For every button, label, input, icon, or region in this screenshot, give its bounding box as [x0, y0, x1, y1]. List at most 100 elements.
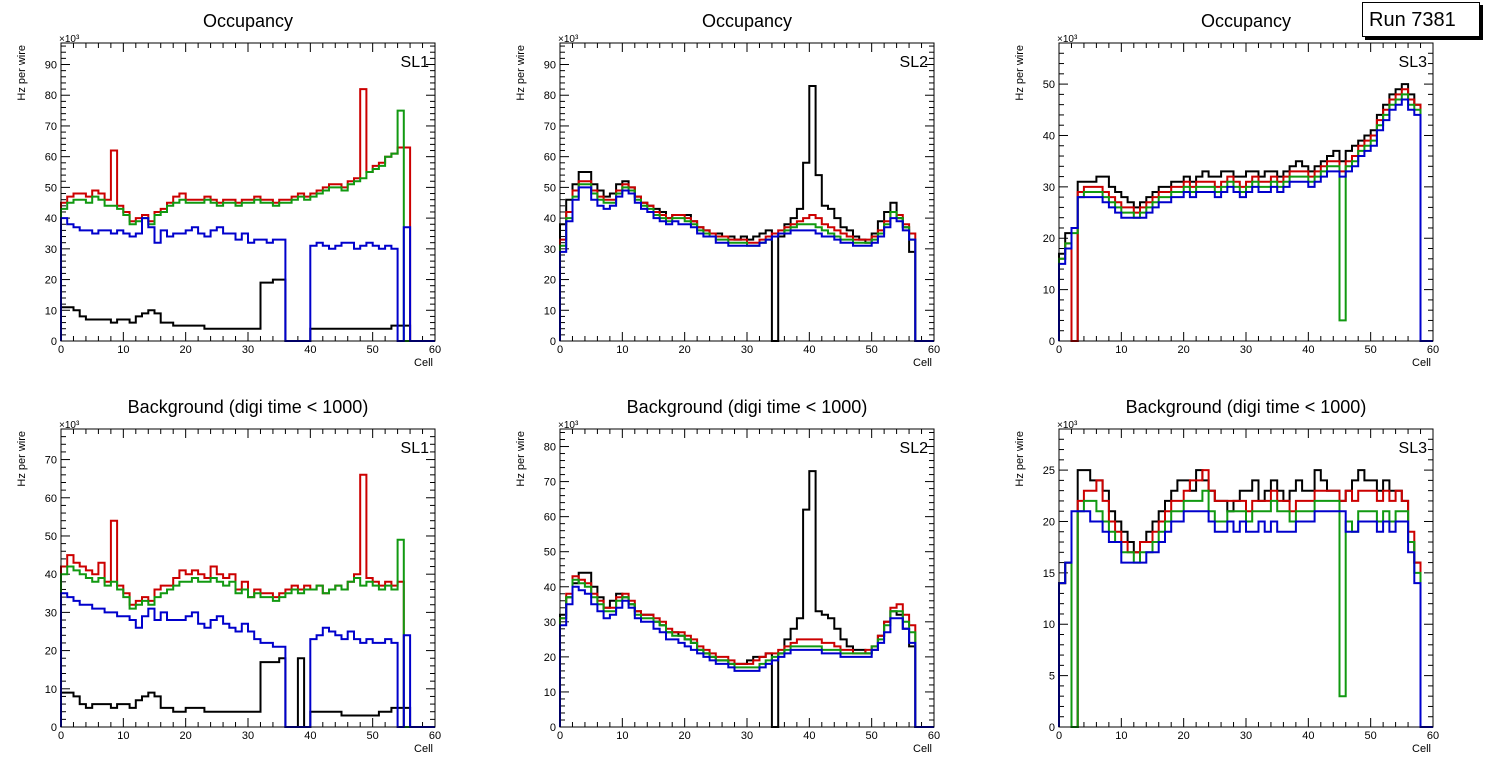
x-axis-label: Cell	[913, 743, 932, 755]
histogram-layer1-black	[1058, 469, 1433, 728]
superlayer-tag: SL3	[1399, 54, 1428, 71]
y-tick-label: 40	[1043, 130, 1055, 142]
y-tick-label: 10	[544, 305, 556, 317]
y-multiplier: ×10³	[1057, 34, 1078, 45]
plot-frame	[60, 42, 436, 342]
panel-4: Background (digi time < 1000) SL1 ×10³ Cell…	[16, 397, 441, 755]
x-tick-label: 40	[1302, 730, 1314, 742]
y-multiplier: ×10³	[59, 34, 80, 45]
x-tick-label: 0	[1056, 730, 1062, 742]
x-tick-label: 20	[679, 344, 691, 356]
y-tick-label: 0	[1049, 722, 1055, 734]
panel-6: Background (digi time < 1000) SL3 ×10³ Cell…	[1014, 397, 1439, 755]
x-tick-label: 30	[741, 730, 753, 742]
x-tick-label: 40	[803, 730, 815, 742]
y-multiplier: ×10³	[59, 420, 80, 431]
x-tick-label: 10	[1115, 730, 1127, 742]
histogram-layer4-blue	[60, 217, 435, 342]
y-tick-label: 40	[45, 213, 57, 225]
histogram-layer2-red	[1058, 469, 1433, 728]
y-tick-label: 30	[1043, 182, 1055, 194]
y-tick-label: 40	[45, 569, 57, 581]
y-tick-label: 50	[544, 182, 556, 194]
y-tick-label: 0	[51, 336, 57, 348]
y-tick-label: 50	[45, 531, 57, 543]
y-tick-label: 80	[544, 90, 556, 102]
y-axis-label: Hz per wire	[515, 431, 527, 487]
superlayer-tag: SL1	[401, 54, 430, 71]
histogram-layer4-blue	[1058, 98, 1433, 342]
histogram-layer3-green	[60, 538, 435, 728]
x-tick-label: 20	[679, 730, 691, 742]
plot-frame	[559, 42, 935, 342]
y-tick-label: 70	[45, 455, 57, 467]
y-tick-label: 80	[544, 442, 556, 454]
y-tick-label: 0	[550, 722, 556, 734]
x-tick-label: 50	[1365, 730, 1377, 742]
histogram-layer1-black	[559, 85, 934, 342]
x-tick-label: 60	[928, 344, 940, 356]
y-tick-label: 30	[45, 244, 57, 256]
superlayer-tag: SL1	[401, 440, 430, 457]
x-tick-label: 30	[1240, 730, 1252, 742]
x-tick-label: 0	[1056, 344, 1062, 356]
x-tick-label: 0	[58, 344, 64, 356]
x-tick-label: 20	[1178, 730, 1190, 742]
superlayer-tag: SL2	[900, 440, 929, 457]
histogram-layer2-red	[1058, 88, 1433, 342]
x-tick-label: 30	[242, 730, 254, 742]
x-tick-label: 30	[741, 344, 753, 356]
y-tick-label: 90	[544, 60, 556, 72]
panel-title: Background (digi time < 1000)	[627, 397, 868, 417]
x-axis-label: Cell	[414, 743, 433, 755]
y-tick-label: 60	[544, 512, 556, 524]
x-tick-label: 60	[429, 730, 441, 742]
y-tick-label: 70	[45, 121, 57, 133]
x-tick-label: 0	[557, 344, 563, 356]
y-tick-label: 30	[544, 617, 556, 629]
y-axis-label: Hz per wire	[16, 431, 28, 487]
run-label: Run 7381	[1369, 9, 1456, 31]
x-tick-label: 10	[117, 344, 129, 356]
plot-frame	[60, 428, 436, 728]
x-tick-label: 50	[1365, 344, 1377, 356]
y-tick-label: 70	[544, 477, 556, 489]
panel-2: Occupancy SL2 ×10³ Cell Hz per wire 0 10 20 30 40…	[515, 11, 940, 369]
y-tick-label: 10	[544, 687, 556, 699]
histogram-layer2-red	[60, 473, 435, 728]
y-tick-label: 20	[45, 275, 57, 287]
panel-title: Occupancy	[702, 11, 792, 31]
y-tick-label: 80	[45, 90, 57, 102]
y-tick-label: 40	[544, 213, 556, 225]
x-tick-label: 50	[866, 730, 878, 742]
x-tick-label: 50	[367, 344, 379, 356]
y-tick-label: 20	[544, 652, 556, 664]
y-tick-label: 20	[45, 646, 57, 658]
y-tick-label: 60	[45, 493, 57, 505]
x-tick-label: 40	[304, 730, 316, 742]
plot-frame	[1058, 428, 1434, 728]
y-multiplier: ×10³	[1057, 420, 1078, 431]
y-tick-label: 20	[544, 275, 556, 287]
plot-frame	[559, 428, 935, 728]
panel-title: Background (digi time < 1000)	[128, 397, 369, 417]
histogram-layer4-blue	[559, 186, 934, 342]
superlayer-tag: SL2	[900, 54, 929, 71]
x-tick-label: 40	[1302, 344, 1314, 356]
y-tick-label: 15	[1043, 568, 1055, 580]
y-tick-label: 30	[45, 607, 57, 619]
x-axis-label: Cell	[913, 357, 932, 369]
panel-title: Occupancy	[1201, 11, 1291, 31]
x-tick-label: 30	[1240, 344, 1252, 356]
y-axis-label: Hz per wire	[16, 45, 28, 101]
plot-frame	[1058, 42, 1434, 342]
histogram-layer3-green	[559, 578, 934, 728]
y-tick-label: 0	[550, 336, 556, 348]
y-axis-label: Hz per wire	[515, 45, 527, 101]
histogram-layer1-black	[60, 657, 435, 728]
y-tick-label: 0	[1049, 336, 1055, 348]
x-tick-label: 20	[180, 730, 192, 742]
x-tick-label: 50	[866, 344, 878, 356]
panel-title: Occupancy	[203, 11, 293, 31]
